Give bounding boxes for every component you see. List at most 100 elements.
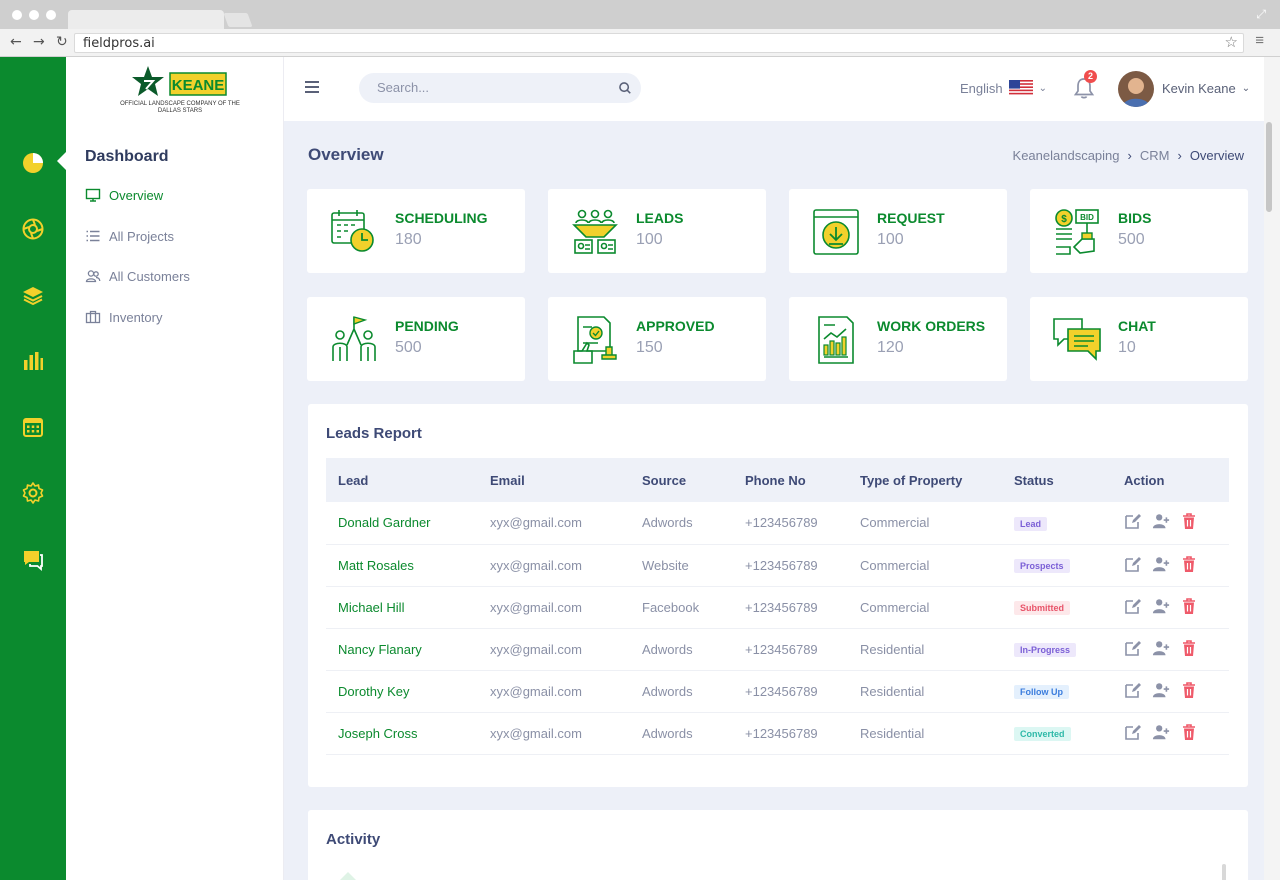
- rail-aperture[interactable]: [0, 209, 66, 249]
- page-title: Overview: [308, 145, 384, 164]
- column-header-type[interactable]: Type of Property: [848, 458, 1002, 502]
- stat-card-scheduling[interactable]: SCHEDULING 180: [307, 189, 525, 273]
- stat-card-bids[interactable]: $ BID BIDS 500: [1030, 189, 1248, 273]
- logo-brand-text: KEANE: [172, 77, 225, 94]
- rail-calendar[interactable]: [0, 407, 66, 447]
- email-cell: xyx@gmail.com: [478, 544, 630, 587]
- lead-name-cell[interactable]: Dorothy Key: [326, 670, 478, 713]
- stat-card-leads[interactable]: LEADS 100: [548, 189, 766, 273]
- phone-cell: +123456789: [733, 544, 848, 587]
- assign-user-button[interactable]: [1152, 597, 1170, 618]
- browser-tab[interactable]: [68, 10, 224, 30]
- lead-name-cell[interactable]: Michael Hill: [326, 586, 478, 629]
- assign-user-button[interactable]: [1152, 639, 1170, 660]
- column-header-lead[interactable]: Lead: [326, 458, 478, 502]
- rail-dashboard[interactable]: [0, 143, 66, 183]
- top-bar: English ⌄ 2 Kevin Keane ⌄: [284, 57, 1264, 121]
- table-row[interactable]: Dorothy Key xyx@gmail.com Adwords +12345678…: [326, 670, 1229, 713]
- edit-button[interactable]: [1124, 512, 1142, 533]
- rail-layers[interactable]: [0, 275, 66, 315]
- subnav-item-overview[interactable]: Overview: [85, 187, 163, 203]
- table-row[interactable]: Michael Hill xyx@gmail.com Facebook +123456…: [326, 586, 1229, 629]
- column-header-phone[interactable]: Phone No: [733, 458, 848, 502]
- stat-card-work-orders[interactable]: WORK ORDERS 120: [789, 297, 1007, 381]
- assign-user-button[interactable]: [1152, 681, 1170, 702]
- table-row[interactable]: Joseph Cross xyx@gmail.com Adwords +1234567…: [326, 712, 1229, 755]
- gear-icon: [22, 482, 44, 504]
- expand-icon[interactable]: ⤢: [1256, 7, 1266, 21]
- browser-chrome: ⤢ ← → ↻ fieldpros.ai ☆ ≡: [0, 0, 1280, 57]
- pie-chart-icon: [23, 153, 43, 173]
- report-chart-icon: [818, 316, 854, 364]
- stat-value: 10: [1118, 339, 1136, 356]
- delete-button[interactable]: [1180, 597, 1198, 618]
- hamburger-menu-icon[interactable]: [304, 80, 320, 94]
- delete-button[interactable]: [1180, 555, 1198, 576]
- address-bar[interactable]: fieldpros.ai: [74, 33, 1244, 53]
- bookmark-star-icon[interactable]: ☆: [1224, 34, 1238, 51]
- assign-user-button[interactable]: [1152, 723, 1170, 744]
- page-scrollbar-thumb[interactable]: [1266, 122, 1272, 212]
- reload-icon[interactable]: ↻: [56, 34, 68, 50]
- lead-name-cell[interactable]: Nancy Flanary: [326, 628, 478, 671]
- search-input[interactable]: [377, 80, 597, 95]
- email-cell: xyx@gmail.com: [478, 670, 630, 713]
- stat-title: WORK ORDERS: [877, 318, 986, 334]
- back-icon[interactable]: ←: [10, 34, 22, 50]
- new-tab-button[interactable]: [223, 13, 253, 27]
- stat-card-pending[interactable]: PENDING 500: [307, 297, 525, 381]
- logo-subtitle: OFFICIAL LANDSCAPE COMPANY OF THE DALLAS…: [120, 101, 240, 114]
- breadcrumb-item[interactable]: CRM: [1139, 148, 1170, 163]
- stat-card-request[interactable]: REQUEST 100: [789, 189, 1007, 273]
- table-row[interactable]: Donald Gardner xyx@gmail.com Adwords +12345…: [326, 502, 1229, 545]
- activity-scrollbar[interactable]: [1222, 864, 1226, 880]
- delete-button[interactable]: [1180, 639, 1198, 660]
- rail-reports[interactable]: [0, 341, 66, 381]
- browser-menu-icon[interactable]: ≡: [1255, 32, 1264, 49]
- stat-card-chat[interactable]: CHAT 10: [1030, 297, 1248, 381]
- edit-button[interactable]: [1124, 639, 1142, 660]
- property-type-cell: Commercial: [848, 544, 1002, 587]
- rail-chat[interactable]: [0, 539, 66, 579]
- column-header-email[interactable]: Email: [478, 458, 630, 502]
- phone-cell: +123456789: [733, 628, 848, 671]
- delete-button[interactable]: [1180, 681, 1198, 702]
- avatar[interactable]: [1118, 71, 1154, 107]
- edit-button[interactable]: [1124, 555, 1142, 576]
- language-selector[interactable]: English ⌄: [960, 80, 1047, 96]
- window-controls[interactable]: [12, 10, 56, 20]
- user-menu[interactable]: Kevin Keane ⌄: [1162, 81, 1250, 96]
- column-header-source[interactable]: Source: [630, 458, 733, 502]
- chat-icon: [24, 551, 43, 571]
- search-button[interactable]: [613, 76, 637, 100]
- subnav-item-all-customers[interactable]: All Customers: [85, 268, 190, 284]
- secondary-nav: KEANE OFFICIAL LANDSCAPE COMPANY OF THE …: [66, 57, 284, 880]
- language-label: English: [960, 80, 1003, 96]
- table-row[interactable]: Matt Rosales xyx@gmail.com Website +1234567…: [326, 544, 1229, 587]
- stat-card-approved[interactable]: APPROVED 150: [548, 297, 766, 381]
- activity-title: Activity: [326, 831, 381, 848]
- delete-button[interactable]: [1180, 723, 1198, 744]
- forward-icon[interactable]: →: [33, 34, 45, 50]
- lead-name-cell[interactable]: Joseph Cross: [326, 712, 478, 755]
- page-scrollbar-track[interactable]: [1264, 57, 1280, 880]
- activity-marker-icon: [340, 872, 356, 880]
- assign-user-button[interactable]: [1152, 555, 1170, 576]
- delete-button[interactable]: [1180, 512, 1198, 533]
- lead-name-cell[interactable]: Donald Gardner: [326, 502, 478, 545]
- edit-icon: [1125, 682, 1141, 698]
- breadcrumb-item[interactable]: Keanelandscaping: [1012, 148, 1120, 163]
- lead-name-cell[interactable]: Matt Rosales: [326, 544, 478, 587]
- assign-user-button[interactable]: [1152, 512, 1170, 533]
- subnav-item-all-projects[interactable]: All Projects: [85, 228, 174, 244]
- calendar-clock-icon: [331, 210, 374, 252]
- edit-button[interactable]: [1124, 723, 1142, 744]
- edit-button[interactable]: [1124, 681, 1142, 702]
- column-header-status[interactable]: Status: [1002, 458, 1112, 502]
- rail-settings[interactable]: [0, 473, 66, 513]
- table-row[interactable]: Nancy Flanary xyx@gmail.com Adwords +123456…: [326, 628, 1229, 671]
- edit-button[interactable]: [1124, 597, 1142, 618]
- subnav-item-inventory[interactable]: Inventory: [85, 309, 162, 325]
- stat-value: 500: [1118, 231, 1145, 248]
- email-cell: xyx@gmail.com: [478, 628, 630, 671]
